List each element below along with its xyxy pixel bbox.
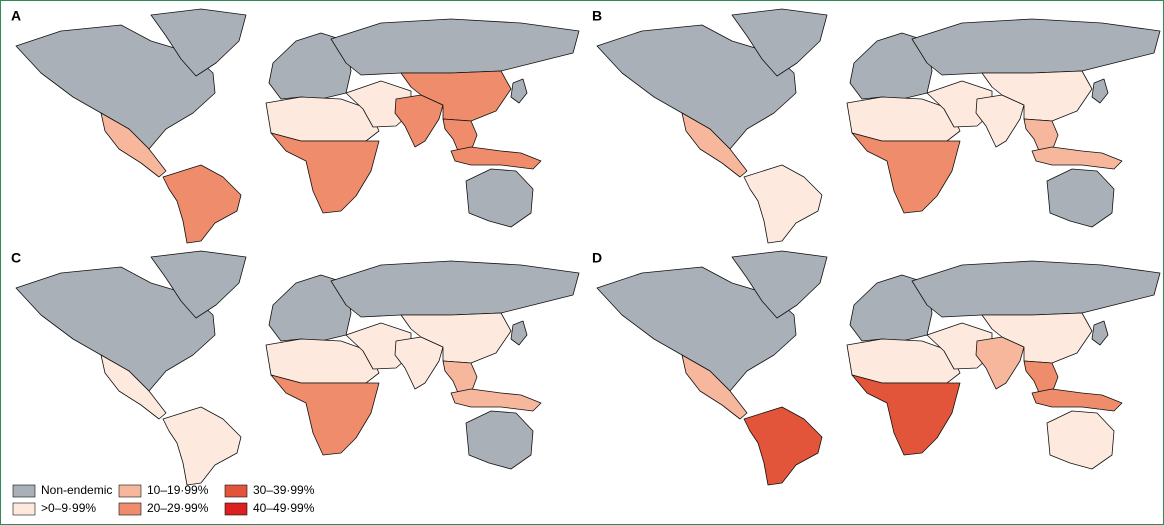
legend-swatch [224, 484, 248, 498]
map-panel: A [11, 8, 580, 244]
country-region [162, 406, 242, 486]
map-panel: C [11, 250, 580, 486]
country-region [465, 168, 534, 228]
country-region [100, 112, 167, 178]
country-region [681, 354, 748, 420]
country-region [394, 94, 444, 148]
country-region [510, 78, 528, 104]
legend: Non-endemic >0–9·99% 10–19·99% 20–29·99% 30–… [12, 483, 315, 516]
map-panel: D [592, 250, 1161, 486]
country-region [731, 250, 828, 319]
legend-swatch [224, 502, 248, 516]
country-region [596, 266, 797, 392]
legend-label: 20–29·99% [147, 501, 209, 515]
country-region [15, 24, 216, 150]
country-region [465, 410, 534, 470]
country-region [394, 336, 444, 390]
legend-swatch [12, 484, 36, 498]
country-region [150, 250, 247, 319]
country-region [851, 132, 961, 214]
legend-label: 30–39·99% [253, 483, 315, 497]
country-region [851, 374, 961, 456]
country-region [330, 18, 580, 76]
country-region [15, 266, 216, 392]
country-region [975, 336, 1025, 390]
country-region [911, 260, 1161, 318]
country-region [1031, 146, 1123, 170]
country-region [743, 406, 823, 486]
country-region [150, 8, 247, 77]
panel-label: D [592, 250, 602, 266]
country-region [1091, 78, 1109, 104]
country-region [911, 18, 1161, 76]
country-region [681, 112, 748, 178]
country-region [450, 146, 542, 170]
legend-label: >0–9·99% [41, 501, 96, 515]
country-region [743, 164, 823, 244]
legend-swatch [12, 502, 36, 516]
legend-label: Non-endemic [41, 483, 112, 497]
legend-label: 40–49·99% [253, 501, 315, 515]
country-region [1091, 320, 1109, 346]
country-region [975, 94, 1025, 148]
country-region [100, 354, 167, 420]
legend-label: 10–19·99% [147, 483, 209, 497]
country-region [510, 320, 528, 346]
country-region [1046, 410, 1115, 470]
country-region [596, 24, 797, 150]
country-region [270, 374, 380, 456]
country-region [450, 388, 542, 412]
country-region [330, 260, 580, 318]
country-region [1046, 168, 1115, 228]
legend-swatch [118, 484, 142, 498]
country-region [162, 164, 242, 244]
panel-label: B [592, 8, 602, 24]
panel-label: C [11, 250, 21, 266]
country-region [270, 132, 380, 214]
map-panel: B [592, 8, 1161, 244]
country-region [731, 8, 828, 77]
panel-label: A [11, 8, 21, 24]
legend-swatch [118, 502, 142, 516]
country-region [1031, 388, 1123, 412]
